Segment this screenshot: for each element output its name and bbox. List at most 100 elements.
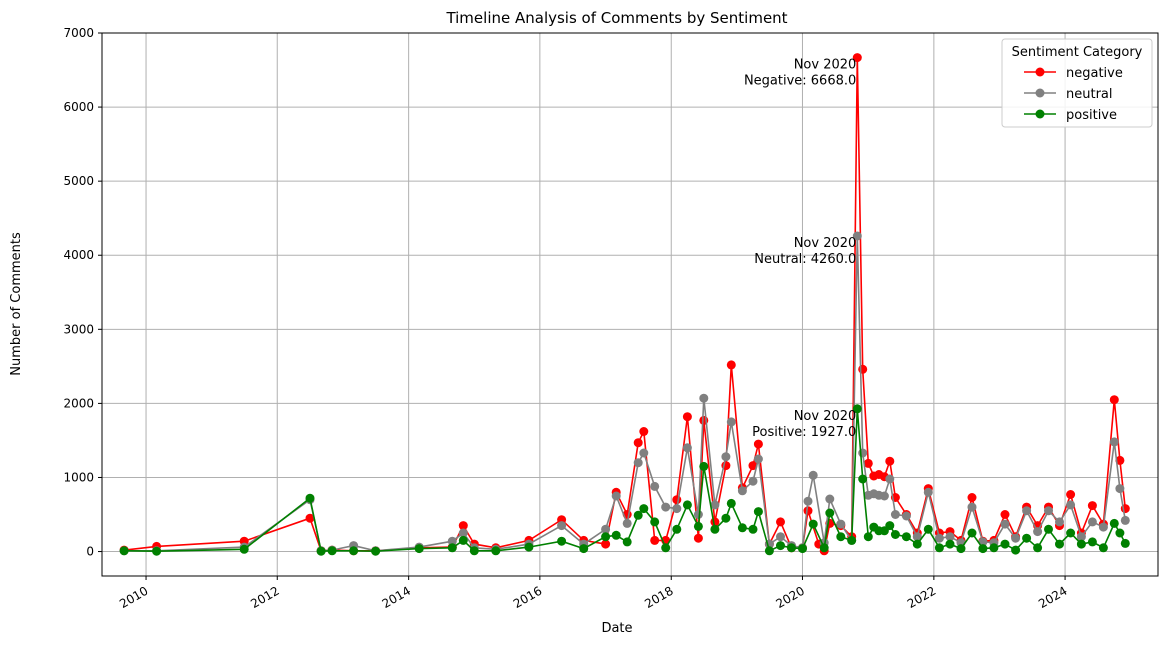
negative-point [753,439,763,449]
positive-point [1033,543,1043,553]
positive-point [737,523,747,533]
positive-point [710,524,720,534]
positive-point [852,404,862,414]
negative-point [776,517,785,527]
negative-point [858,364,868,374]
positive-point [798,544,807,554]
neutral-point [737,486,747,496]
neutral-point [1087,517,1097,527]
y-tick-label: 3000 [63,322,94,336]
positive-point [650,517,660,527]
neutral-point [699,393,709,403]
negative-point [633,438,643,448]
negative-point [693,533,703,543]
positive-point [305,493,315,503]
negative-point [967,493,977,502]
negative-point [639,427,649,436]
neutral-point [710,500,720,510]
y-tick-label: 7000 [63,26,94,40]
neutral-point [672,504,682,514]
neutral-point [753,454,763,464]
positive-point [787,543,796,553]
positive-point [885,521,895,531]
positive-point [1055,539,1064,549]
annotation-value: Positive: 1927.0 [752,425,856,440]
positive-point [622,537,632,547]
y-tick-label: 0 [86,545,94,559]
neutral-point [622,518,632,528]
positive-point [836,532,846,542]
positive-point [447,543,457,553]
negative-point [1087,501,1097,511]
annotation-value: Negative: 6668.0 [744,74,856,89]
positive-point [1087,537,1097,547]
legend-title: Sentiment Category [1012,45,1143,60]
legend: Sentiment Category negative neutral positi… [1001,38,1153,128]
negative-point [672,495,682,505]
y-tick-label: 2000 [63,396,94,410]
neutral-point [879,491,889,501]
chart-title: Timeline Analysis of Comments by Sentime… [445,9,787,27]
neutral-point [912,532,922,542]
neutral-point [1115,484,1125,494]
annotation-date: Nov 2020 [794,58,857,73]
negative-point [458,521,468,531]
negative-point [1066,490,1076,499]
neutral-point [661,502,671,512]
positive-point [825,508,835,518]
neutral-point [934,533,944,543]
neutral-point [601,524,611,534]
y-tick-label: 6000 [63,100,94,114]
neutral-point [1022,506,1032,516]
negative-point [650,535,660,545]
positive-point [945,539,955,549]
positive-point [1066,528,1076,538]
positive-point [316,546,326,556]
positive-point [858,474,868,484]
neutral-point [858,448,868,458]
series-positive [119,404,1130,556]
neutral-point [1011,533,1021,543]
neutral-point [1044,506,1053,516]
negative-point [852,53,862,63]
positive-point [633,510,643,520]
positive-point [239,544,249,554]
positive-point [819,543,829,553]
negative-point [682,412,692,422]
positive-point [912,539,922,549]
positive-point [934,543,944,553]
positive-point [371,546,381,556]
positive-point [1011,545,1021,555]
neutral-point [726,417,736,427]
positive-point [491,546,501,556]
legend-marker-positive [1035,109,1045,119]
neutral-point [1033,527,1043,537]
positive-point [469,546,479,556]
neutral-point [639,448,649,458]
positive-point [414,544,424,554]
negative-point [863,458,873,468]
positive-point [989,543,999,553]
positive-point [776,541,785,551]
positive-point [611,530,621,540]
neutral-point [836,519,846,529]
positive-point [682,500,692,510]
neutral-point [945,532,955,542]
positive-point [1120,538,1130,548]
legend-box [1001,38,1153,128]
negative-point [885,456,895,466]
annotation-value: Neutral: 4260.0 [754,252,856,267]
neutral-point [803,496,813,506]
neutral-point [611,491,621,501]
neutral-point [721,452,731,462]
y-axis: 0 1000 2000 3000 4000 5000 6000 7000 [63,26,102,559]
legend-marker-negative [1035,67,1045,77]
positive-point [923,524,933,534]
positive-point [956,544,966,554]
positive-point [1098,543,1108,553]
positive-point [639,504,649,514]
positive-point [119,546,129,556]
x-axis-label: Date [601,621,632,636]
legend-label-positive: positive [1066,108,1117,123]
